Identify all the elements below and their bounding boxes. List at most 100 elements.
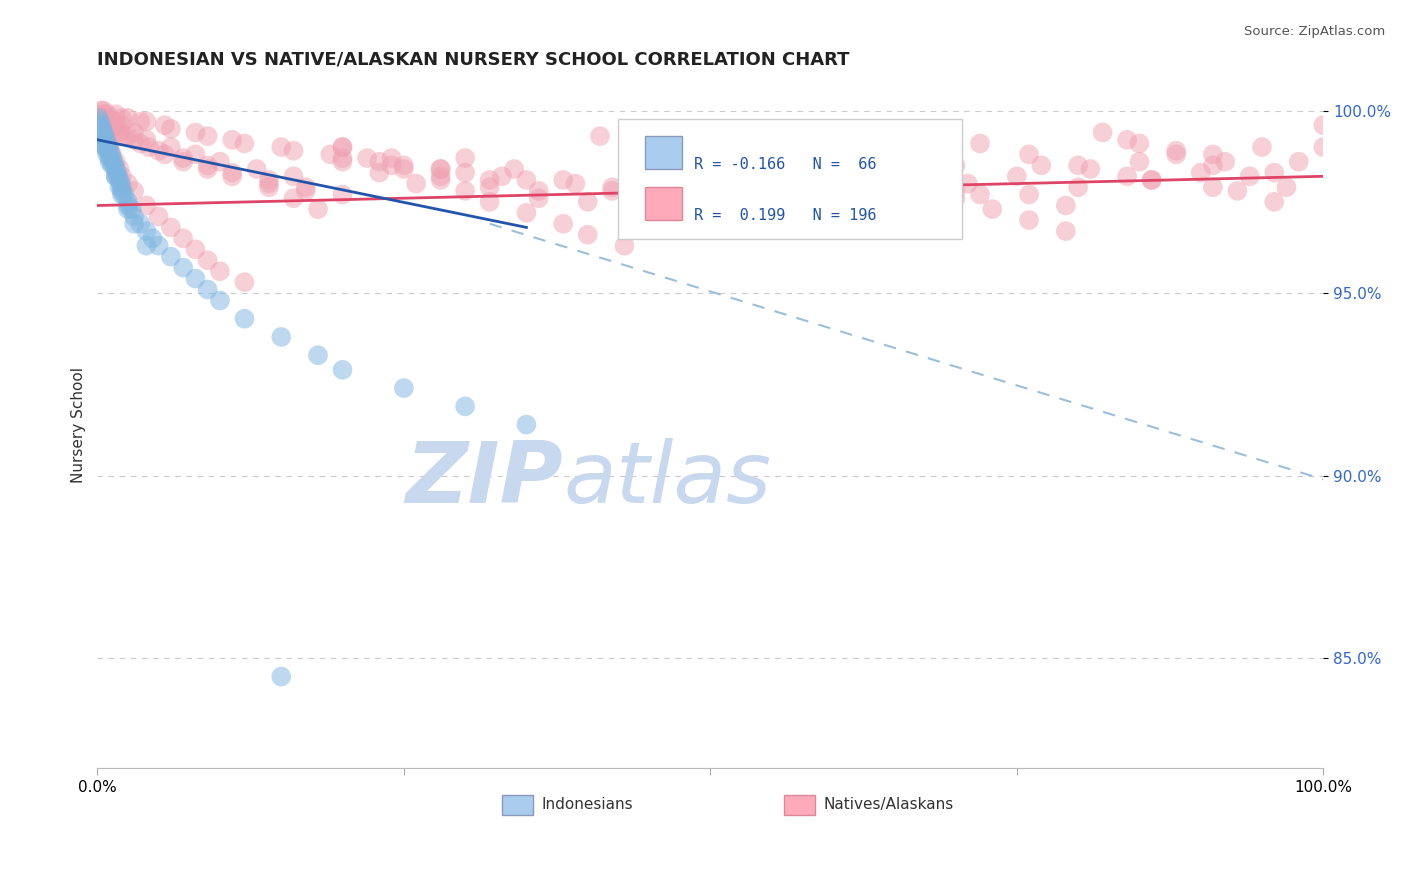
Point [429, 173, 451, 187]
Point [1263, 166, 1285, 180]
Point [100, 121, 122, 136]
Point [307, 348, 329, 362]
Point [626, 133, 648, 147]
Point [1067, 158, 1090, 172]
Point [91, 118, 114, 132]
Point [711, 154, 734, 169]
Point [1116, 133, 1139, 147]
Point [91, 121, 114, 136]
Point [96, 147, 118, 161]
Point [1202, 180, 1225, 194]
Point [107, 169, 129, 184]
Point [834, 158, 856, 172]
Point [1078, 161, 1101, 176]
Point [515, 173, 537, 187]
Point [184, 147, 207, 161]
Point [969, 136, 991, 151]
Point [392, 381, 415, 395]
Point [332, 187, 354, 202]
Point [141, 231, 163, 245]
Point [294, 184, 316, 198]
Point [93, 121, 115, 136]
Point [945, 158, 967, 172]
Point [89, 111, 111, 125]
Point [257, 177, 280, 191]
Point [96, 136, 118, 151]
Point [135, 114, 157, 128]
Point [104, 169, 127, 184]
Point [138, 140, 160, 154]
FancyBboxPatch shape [619, 120, 962, 239]
Point [1018, 147, 1040, 161]
Point [153, 147, 176, 161]
Point [1263, 194, 1285, 209]
Point [122, 184, 145, 198]
Point [1226, 184, 1249, 198]
Point [93, 126, 115, 140]
Point [381, 151, 404, 165]
Point [96, 107, 118, 121]
Point [283, 144, 305, 158]
Point [761, 161, 783, 176]
Point [110, 177, 132, 191]
Point [90, 114, 112, 128]
Point [283, 169, 305, 184]
Point [883, 177, 905, 191]
Point [613, 238, 636, 252]
Point [105, 126, 128, 140]
Point [197, 253, 219, 268]
Point [429, 169, 451, 184]
Point [233, 136, 256, 151]
Point [1140, 173, 1163, 187]
FancyBboxPatch shape [645, 136, 682, 169]
Point [117, 198, 139, 212]
Point [797, 147, 820, 161]
Point [148, 144, 170, 158]
Point [773, 180, 796, 194]
Point [111, 184, 134, 198]
Point [104, 154, 127, 169]
Point [1128, 154, 1150, 169]
Point [724, 154, 747, 169]
Point [576, 227, 599, 242]
Point [112, 129, 135, 144]
Point [491, 169, 513, 184]
Text: INDONESIAN VS NATIVE/ALASKAN NURSERY SCHOOL CORRELATION CHART: INDONESIAN VS NATIVE/ALASKAN NURSERY SCH… [97, 51, 849, 69]
Point [111, 180, 134, 194]
Point [100, 147, 122, 161]
Point [1067, 180, 1090, 194]
Point [153, 118, 176, 132]
Point [907, 180, 929, 194]
Point [103, 154, 125, 169]
Point [87, 111, 110, 125]
Point [148, 210, 170, 224]
Point [184, 271, 207, 285]
Point [1116, 169, 1139, 184]
Point [111, 187, 134, 202]
Point [90, 126, 112, 140]
Point [870, 187, 893, 202]
Point [1018, 213, 1040, 227]
Point [197, 283, 219, 297]
Point [270, 330, 292, 344]
Point [429, 161, 451, 176]
Point [93, 103, 115, 118]
Point [221, 166, 243, 180]
Point [135, 238, 157, 252]
Point [527, 184, 550, 198]
Point [503, 161, 526, 176]
Point [90, 103, 112, 118]
Point [93, 114, 115, 128]
Point [160, 140, 183, 154]
Point [104, 107, 127, 121]
Point [356, 151, 378, 165]
Point [1213, 154, 1236, 169]
Point [197, 129, 219, 144]
Point [98, 154, 121, 169]
Point [332, 140, 354, 154]
Point [112, 187, 135, 202]
Point [96, 133, 118, 147]
FancyBboxPatch shape [502, 796, 533, 814]
Point [129, 136, 152, 151]
Point [1239, 169, 1261, 184]
